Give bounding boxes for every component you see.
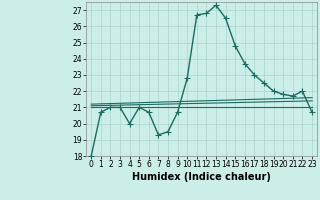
X-axis label: Humidex (Indice chaleur): Humidex (Indice chaleur) [132, 172, 271, 182]
